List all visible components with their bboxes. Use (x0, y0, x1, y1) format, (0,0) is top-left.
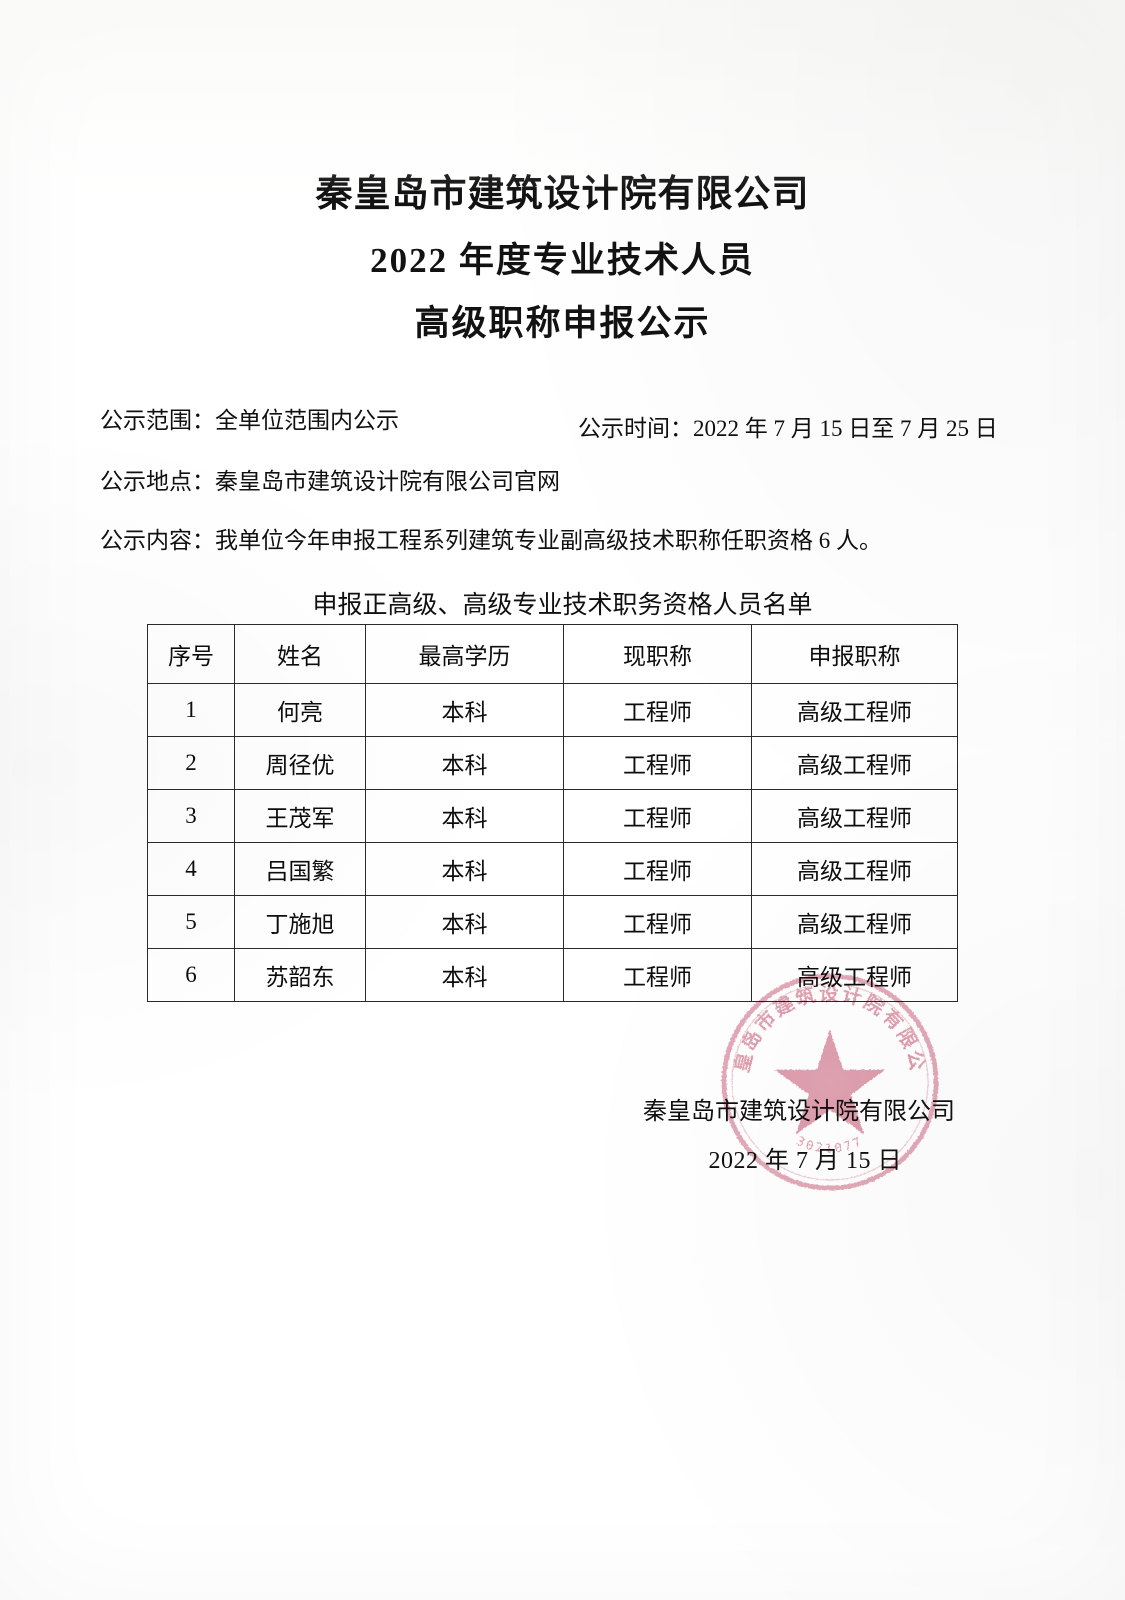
cell-education: 本科 (365, 842, 564, 896)
table-row: 2 周径优 本科 工程师 高级工程师 (147, 736, 958, 790)
table-row: 1 何亮 本科 工程师 高级工程师 (147, 683, 958, 737)
roster-table: 序号 姓名 最高学历 现职称 申报职称 1 何亮 本科 工程师 高级工程师 2 (147, 624, 958, 1002)
page-title-line-3: 高级职称申报公示 (414, 304, 711, 343)
cell-index: 1 (147, 683, 235, 737)
signature-date: 2022 年 7 月 15 日 (708, 1148, 902, 1174)
table-header-row: 序号 姓名 最高学历 现职称 申报职称 (147, 624, 958, 684)
cell-name: 王茂军 (234, 789, 366, 843)
cell-current: 工程师 (563, 683, 752, 737)
cell-applied: 高级工程师 (751, 789, 958, 843)
notice-time: 公示时间：2022 年 7 月 15 日至 7 月 25 日 (578, 416, 998, 441)
column-header-applied: 申报职称 (751, 624, 958, 684)
table-row: 3 王茂军 本科 工程师 高级工程师 (147, 789, 958, 843)
column-header-name: 姓名 (234, 624, 366, 684)
notice-content: 公示内容：我单位今年申报工程系列建筑专业副高级技术职称任职资格 6 人。 (100, 528, 882, 553)
notice-scope: 公示范围：全单位范围内公示 (100, 408, 399, 433)
column-header-current: 现职称 (563, 624, 752, 684)
cell-applied: 高级工程师 (751, 683, 958, 737)
cell-education: 本科 (365, 789, 564, 843)
cell-education: 本科 (365, 895, 564, 949)
roster-table-caption: 申报正高级、高级专业技术职务资格人员名单 (312, 592, 813, 619)
column-header-index: 序号 (147, 624, 235, 684)
cell-current: 工程师 (563, 736, 752, 790)
notice-place: 公示地点：秦皇岛市建筑设计院有限公司官网 (100, 469, 560, 494)
roster-table-container: 序号 姓名 最高学历 现职称 申报职称 1 何亮 本科 工程师 高级工程师 2 (147, 624, 958, 1002)
table-row: 4 吕国繁 本科 工程师 高级工程师 (147, 842, 958, 896)
cell-applied: 高级工程师 (751, 895, 958, 949)
cell-name: 周径优 (234, 736, 366, 790)
cell-index: 4 (147, 842, 235, 896)
cell-applied: 高级工程师 (751, 948, 958, 1002)
page-title-line-1: 秦皇岛市建筑设计院有限公司 (315, 172, 810, 215)
table-row: 5 丁施旭 本科 工程师 高级工程师 (147, 895, 958, 949)
roster-table-body: 1 何亮 本科 工程师 高级工程师 2 周径优 本科 工程师 高级工程师 3 王… (147, 683, 958, 1002)
cell-index: 2 (147, 736, 235, 790)
cell-applied: 高级工程师 (751, 842, 958, 896)
table-row: 6 苏韶东 本科 工程师 高级工程师 (147, 948, 958, 1002)
cell-current: 工程师 (563, 842, 752, 896)
cell-education: 本科 (365, 683, 564, 737)
cell-name: 苏韶东 (234, 948, 366, 1002)
cell-index: 5 (147, 895, 235, 949)
cell-name: 丁施旭 (234, 895, 366, 949)
column-header-education: 最高学历 (365, 624, 564, 684)
signature-organization: 秦皇岛市建筑设计院有限公司 (643, 1099, 955, 1125)
cell-index: 6 (147, 948, 235, 1002)
cell-applied: 高级工程师 (751, 736, 958, 790)
page-title-line-2: 2022 年度专业技术人员 (370, 241, 755, 280)
cell-index: 3 (147, 789, 235, 843)
cell-current: 工程师 (563, 948, 752, 1002)
cell-education: 本科 (365, 948, 564, 1002)
cell-current: 工程师 (563, 789, 752, 843)
cell-name: 吕国繁 (234, 842, 366, 896)
cell-education: 本科 (365, 736, 564, 790)
cell-current: 工程师 (563, 895, 752, 949)
cell-name: 何亮 (234, 683, 366, 737)
